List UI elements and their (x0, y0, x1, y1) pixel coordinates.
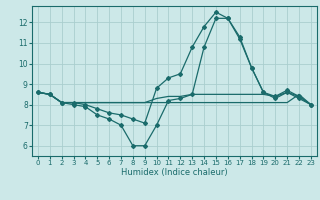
X-axis label: Humidex (Indice chaleur): Humidex (Indice chaleur) (121, 168, 228, 177)
